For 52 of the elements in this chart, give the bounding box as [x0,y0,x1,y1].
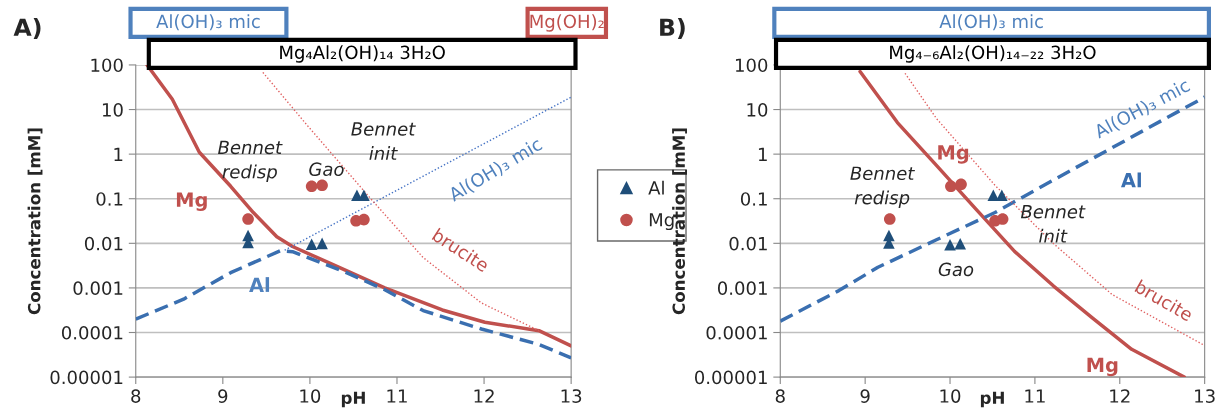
x-tick-label: 10 [940,389,961,403]
chart-title: B) [660,17,685,39]
annotation: Gao [309,162,344,176]
annotation: Bennet redisp [218,140,283,182]
x-tick-label: 9 [860,389,870,403]
y-tick-label: 0.1 [96,192,123,206]
annotation: Al [1120,172,1141,188]
legend-label: Al [648,180,664,195]
y-tick-label: 0.1 [740,192,767,206]
annotation: Gao [938,262,974,277]
text: Al(OH)₃ mic [156,14,260,31]
y-tick-label: 10 [102,103,123,117]
x-tick-label: 11 [387,389,407,403]
x-tick-label: 8 [131,389,141,403]
x-axis-title: pH [341,391,365,408]
text: Mg(OH)₂ [530,14,604,32]
annotation: Al [249,277,270,292]
annotation: Bennet init [351,122,416,160]
x-tick-label: 13 [1195,389,1215,403]
y-axis-title: Concentration [mM] [27,128,43,315]
x-tick-label: 12 [474,389,494,403]
y-tick-label: 1 [758,147,767,161]
text: Al(OH)₃ mic [939,14,1043,31]
text: Mg₄₋₆Al₂(OH)₁₄₋₂₂ 3H₂O [890,45,1096,63]
y-tick-label: 0.001 [73,281,123,296]
x-tick-label: 9 [218,389,228,403]
y-tick-label: 0.01 [729,236,767,251]
y-tick-label: 0.0001 [61,325,123,340]
y-tick-label: 0.001 [717,281,767,296]
text: Mg₄Al₂(OH)₁₄ 3H₂O [280,45,445,63]
x-tick-label: 10 [300,389,321,403]
y-axis-title: Concentration [mM] [672,128,687,315]
x-tick-label: 11 [1025,389,1045,403]
annotation: Bennet init [1020,205,1086,243]
y-tick-label: 10 [747,103,768,117]
y-tick-label: 0.00001 [694,370,767,385]
x-tick-label: 12 [1110,389,1130,403]
y-tick-label: 0.01 [84,236,123,251]
y-tick-label: 100 [91,58,123,73]
y-tick-label: 1 [114,147,123,161]
y-tick-label: 0.0001 [706,325,767,340]
annotation: Mg [1087,357,1118,377]
chart-title: A) [13,17,41,39]
y-tick-label: 0.00001 [50,370,123,385]
annotation: Bennet redisp [850,166,915,208]
annotation: Mg [938,145,969,164]
y-tick-label: 100 [735,58,768,73]
x-axis-title: pH [980,391,1004,408]
legend-label: Mg [649,213,674,231]
x-tick-label: 8 [775,389,785,403]
annotation: Mg [176,192,207,211]
x-tick-label: 13 [561,389,582,403]
